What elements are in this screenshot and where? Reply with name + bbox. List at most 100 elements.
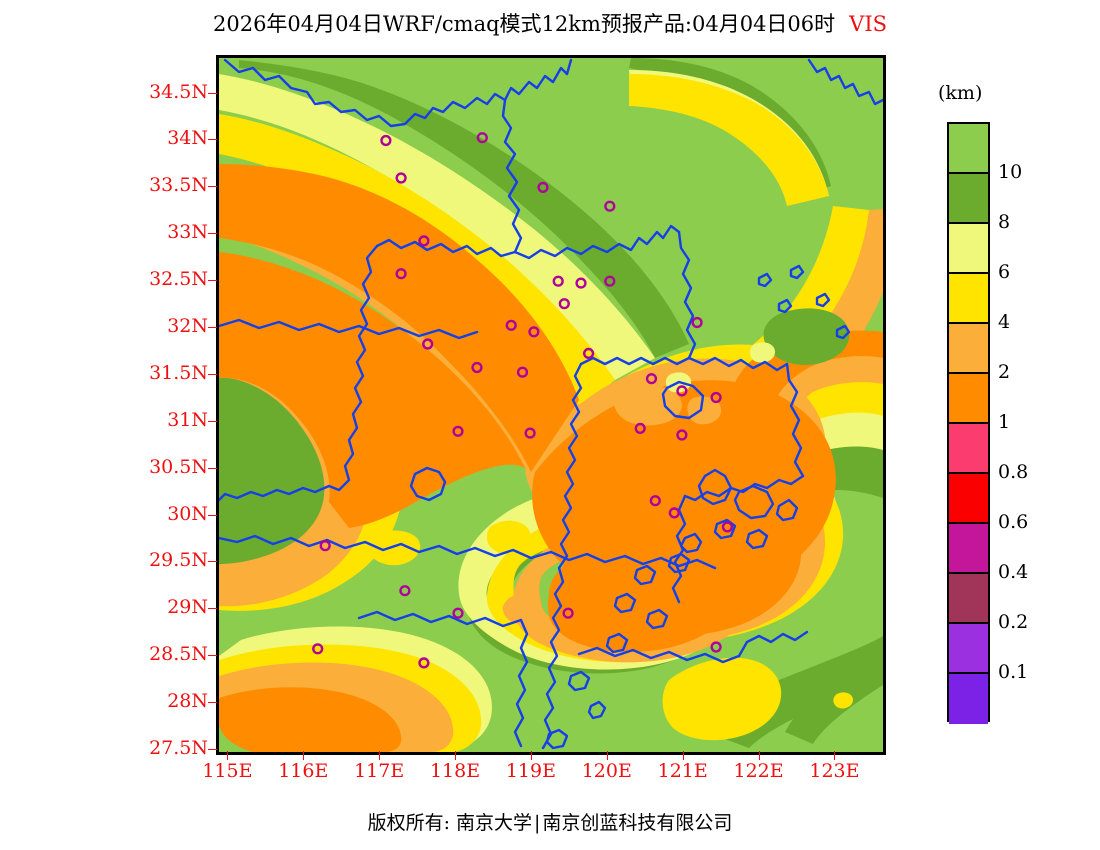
station-marker[interactable] [668,507,680,519]
y-axis-tick-label: 33.5N [149,174,208,197]
station-marker[interactable] [558,298,570,310]
x-axis-tick-mark [455,751,457,760]
station-marker[interactable] [476,132,488,144]
station-marker[interactable] [418,657,430,669]
colorbar-band[interactable] [949,574,988,624]
station-marker[interactable] [395,268,407,280]
station-marker[interactable] [634,422,646,435]
x-axis-tick-label: 115E [202,760,253,782]
station-marker[interactable] [452,425,464,437]
x-axis-tick-label: 123E [809,760,860,782]
footer-company-text: 南京创蓝科技有限公司 [542,812,733,834]
y-axis-tick-label: 32N [167,314,208,337]
colorbar-legend[interactable]: (km) 10 8 6 4 2 1 0.8 0.6 0.4 0.2 0.1 [930,82,1070,742]
y-axis-tick-label: 31N [167,408,208,431]
y-axis-tick-mark [208,92,217,94]
colorbar-tick-label: 2 [998,361,1011,383]
station-markers-layer [312,132,734,669]
colorbar-band[interactable] [949,374,988,424]
station-marker[interactable] [583,347,595,360]
colorbar-tick-label: 0.1 [998,661,1029,683]
station-marker[interactable] [649,495,661,507]
station-marker[interactable] [604,275,616,287]
station-marker[interactable] [528,326,540,338]
colorbar-band[interactable] [949,474,988,524]
station-marker[interactable] [676,429,688,441]
colorbar-tick-label: 10 [998,161,1023,183]
y-axis-tick-mark [208,655,217,657]
x-axis-tick-label: 119E [505,760,556,782]
station-marker[interactable] [395,172,407,184]
title-variable-label: VIS [849,12,888,36]
station-marker[interactable] [505,319,517,331]
title-main-text: 2026年04月04日WRF/cmaq模式12km预报产品:04月04日06时 [212,12,836,36]
y-axis-tick-label: 29N [167,596,208,619]
colorbar-band[interactable] [949,424,988,474]
x-axis-tick-mark [682,751,684,760]
y-axis-tick-mark [208,326,217,328]
station-marker[interactable] [710,391,722,404]
x-axis-tick-mark [834,751,836,760]
y-axis-tick-mark [208,233,217,235]
x-axis-tick-label: 120E [581,760,632,782]
x-axis-tick-label: 116E [278,760,329,782]
station-marker[interactable] [452,607,464,619]
visibility-contour-map [219,58,883,752]
station-marker[interactable] [524,427,536,439]
y-axis-tick-label: 29.5N [149,549,208,572]
colorbar-band[interactable] [949,174,988,224]
colorbar-band[interactable] [949,124,988,174]
y-axis-tick-mark [208,186,217,188]
station-marker[interactable] [471,361,483,374]
y-axis-tick-label: 28N [167,690,208,713]
footer-separator: | [534,812,541,834]
station-marker[interactable] [319,540,331,552]
x-axis-tick-mark [606,751,608,760]
colorbar-unit-label: (km) [938,82,983,104]
colorbar-tick-label: 6 [998,261,1011,283]
colorbar-band[interactable] [949,624,988,674]
colorbar-tick-label: 4 [998,311,1011,333]
y-axis-tick-mark [208,514,217,516]
colorbar-band[interactable] [949,224,988,274]
station-marker[interactable] [562,607,574,619]
colorbar-band[interactable] [949,674,988,724]
colorbar-tick-label: 0.8 [998,461,1029,483]
station-marker[interactable] [575,277,587,289]
y-axis-latitude: 34.5N 34N 33.5N 33N 32.5N 32N 31.5N 31N 30.5N 30N… [128,55,217,759]
station-marker[interactable] [418,235,430,247]
station-marker[interactable] [645,373,658,385]
y-axis-tick-mark [208,420,217,422]
station-marker[interactable] [380,134,392,147]
station-marker[interactable] [516,366,529,378]
colorbar-band[interactable] [949,524,988,574]
colorbar-tick-label: 0.2 [998,611,1029,633]
station-marker[interactable] [604,200,616,212]
x-axis-tick-mark [303,751,305,760]
colorbar-band[interactable] [949,324,988,374]
y-axis-tick-label: 34N [167,127,208,150]
y-axis-tick-label: 28.5N [149,643,208,666]
colorbar-band[interactable] [949,274,988,324]
station-marker[interactable] [710,641,722,653]
x-axis-tick-mark [530,751,532,760]
y-axis-tick-label: 30N [167,502,208,525]
station-marker[interactable] [676,385,688,397]
y-axis-tick-mark [208,139,217,141]
y-axis-tick-label: 30.5N [149,455,208,478]
map-plot-area[interactable] [216,55,886,755]
station-marker[interactable] [399,585,411,597]
station-marker[interactable] [422,338,434,350]
colorbar-tick-label: 0.6 [998,511,1029,533]
x-axis-tick-mark [758,751,760,760]
y-axis-tick-mark [208,561,217,563]
colorbar-bands[interactable] [947,122,990,724]
station-marker[interactable] [691,316,703,329]
x-axis-tick-label: 122E [733,760,784,782]
station-marker[interactable] [312,643,324,655]
x-axis-longitude: 115E 116E 117E 118E 119E 120E 121E 122E 123E [202,751,896,794]
y-axis-tick-label: 33N [167,221,208,244]
station-marker[interactable] [552,275,564,287]
station-marker[interactable] [721,521,734,533]
station-marker[interactable] [537,181,549,193]
